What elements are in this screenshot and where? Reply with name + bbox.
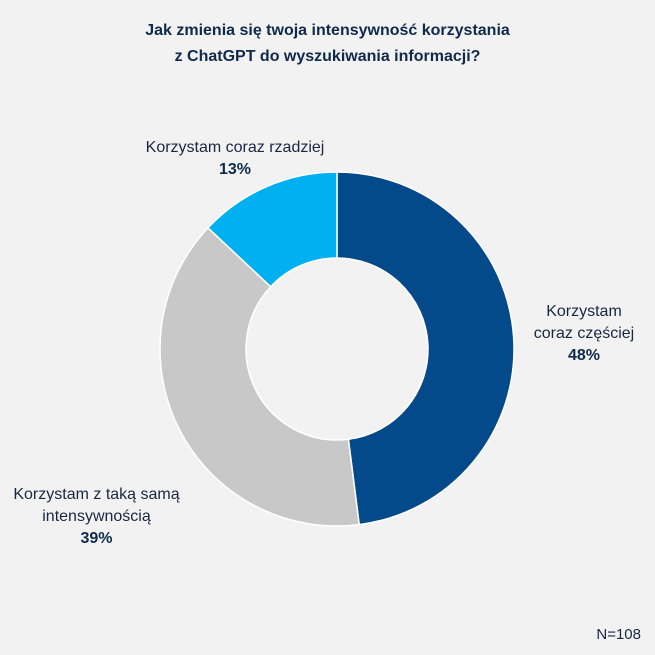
slice-label-less-often: Korzystam coraz rzadziej 13% [120,137,350,181]
slice-label-same-line-1: Korzystam z taką samą [13,486,180,503]
sample-size-note: N=108 [596,626,641,643]
slice-value-more-often: 48% [567,347,601,364]
chart-title-line-2: z ChatGPT do wyszukiwania informacji? [174,48,481,65]
slice-label-more-often-line-2: coraz częściej [533,325,635,342]
slice-less-often [206,171,338,288]
slice-label-more-often: Korzystam coraz częściej 48% [519,301,649,367]
slice-label-more-often-line-1: Korzystam [546,303,622,320]
slice-label-same-line-2: intensywnością [42,508,151,525]
slice-more-often [336,171,515,526]
slice-value-same: 39% [80,530,113,547]
slice-same [159,226,361,527]
slice-label-less-often-line-1: Korzystam coraz rzadziej [145,139,325,156]
slice-value-less-often: 13% [218,161,252,178]
slice-label-same: Korzystam z taką samą intensywnością 39% [0,484,193,550]
chart-title-line-1: Jak zmienia się twoja intensywność korzy… [145,22,510,39]
